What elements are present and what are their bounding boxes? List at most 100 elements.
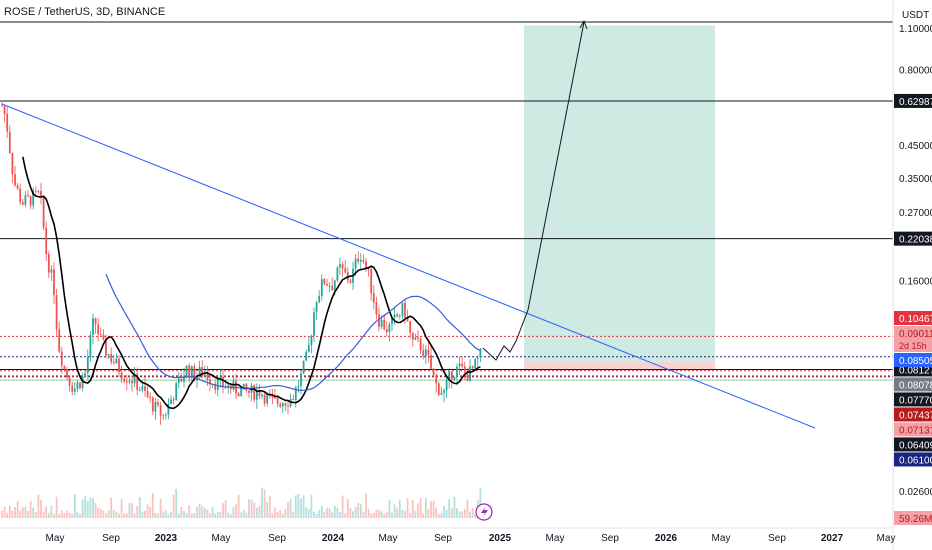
volume-bar <box>463 508 466 518</box>
volume-bar <box>175 488 178 518</box>
candle-body <box>144 386 146 391</box>
candle-body <box>216 378 219 390</box>
candle-body <box>279 403 282 407</box>
volume-bar <box>406 498 409 518</box>
candle-body <box>32 190 35 206</box>
volume-bar <box>383 513 386 518</box>
volume-bar <box>159 498 162 518</box>
volume-bar <box>118 513 120 518</box>
volume-bar <box>37 494 40 518</box>
volume-bars <box>1 487 482 518</box>
level-tag-text: 0.08127 <box>899 365 932 376</box>
volume-bar <box>136 506 139 518</box>
volume-bar <box>1 510 3 518</box>
candle-body <box>89 335 92 358</box>
candle-body <box>21 202 24 205</box>
volume-bar <box>318 509 321 518</box>
volume-bar <box>245 512 248 518</box>
level-tag-text: 0.62987 <box>899 97 932 108</box>
volume-bar <box>391 512 393 518</box>
candle-body <box>8 131 11 153</box>
candle-body <box>68 377 71 386</box>
volume-bar <box>352 511 354 518</box>
candle-body <box>146 390 149 397</box>
candle-body <box>313 312 315 336</box>
volume-bar <box>448 499 451 518</box>
candle-body <box>248 390 250 393</box>
candle-body <box>76 382 79 389</box>
candle-body <box>92 318 94 336</box>
candle-body <box>151 397 154 412</box>
volume-bar <box>258 505 261 518</box>
volume-bar <box>253 502 256 518</box>
candle-body <box>227 385 230 388</box>
currency-label: USDT <box>902 10 930 21</box>
volume-bar <box>336 507 339 518</box>
volume-bar <box>354 506 357 518</box>
candle-body <box>310 335 313 346</box>
trendline-group[interactable] <box>1 103 816 429</box>
level-tag-1 <box>894 231 932 246</box>
candle-body <box>333 280 336 291</box>
candle-body <box>276 397 279 404</box>
volume-bar <box>422 513 425 518</box>
volume-bar <box>214 513 217 518</box>
projection-group[interactable] <box>475 19 588 521</box>
price-tag-4 <box>894 377 932 392</box>
x-tick-label: 2025 <box>489 533 512 544</box>
volume-bar <box>357 502 360 518</box>
volume-bar <box>237 494 240 518</box>
volume-bar <box>144 510 146 518</box>
candle-body <box>245 383 248 391</box>
volume-bar <box>287 502 289 518</box>
volume-bar <box>411 499 414 518</box>
candle-body <box>131 381 133 384</box>
volume-bar <box>417 503 419 518</box>
price-axis[interactable]: 1.10000 0.80000 0.45000 0.35000 0.27000 0.160… <box>892 0 932 550</box>
price-tag-10 <box>894 511 932 525</box>
candle-body <box>320 279 323 296</box>
x-tick-label: 2026 <box>655 533 678 544</box>
candle-body <box>214 383 217 390</box>
volume-bar <box>315 513 318 518</box>
price-tag-text: 0.07437 <box>899 410 932 421</box>
time-axis[interactable]: May Sep 2023 May Sep 2024 May Sep 2025 May Sep 2026… <box>0 527 896 544</box>
volume-bar <box>388 499 391 518</box>
candle-body <box>40 190 42 197</box>
candle-body <box>118 358 120 373</box>
candle-body <box>42 196 45 228</box>
volume-bar <box>248 499 250 518</box>
volume-bar <box>120 499 123 518</box>
candle-body <box>58 329 61 352</box>
symbol-header: ROSE / TetherUS, 3D, BINANCE <box>4 6 166 18</box>
projection-path <box>482 21 585 361</box>
volume-bar <box>469 511 471 518</box>
candle-body <box>45 227 48 254</box>
volume-bar <box>131 503 133 518</box>
candle-body <box>219 376 222 379</box>
volume-bar <box>375 509 378 518</box>
candle-body <box>175 383 178 401</box>
volume-bar <box>466 499 469 518</box>
volume-bar <box>183 511 185 518</box>
candle-body <box>125 381 128 383</box>
candle-body <box>297 386 300 388</box>
candle-body <box>149 396 152 398</box>
bolt-icon <box>481 506 488 518</box>
volume-bar <box>6 512 9 518</box>
volume-bar <box>339 511 341 518</box>
volume-bar <box>198 503 201 518</box>
y-tick-label: 0.27000 <box>899 208 932 219</box>
price-tag-text: 0.07131 <box>899 425 932 436</box>
volume-bar <box>263 489 266 518</box>
price-tag-text: 0.08078 <box>899 380 932 391</box>
candle-body <box>318 295 321 303</box>
volume-bar <box>45 506 48 518</box>
candle-body <box>336 267 339 281</box>
volume-bar <box>190 513 193 518</box>
volume-bar <box>456 508 458 518</box>
candle-body <box>445 379 448 391</box>
candle-body <box>396 314 399 317</box>
x-tick-label: May <box>877 533 896 544</box>
